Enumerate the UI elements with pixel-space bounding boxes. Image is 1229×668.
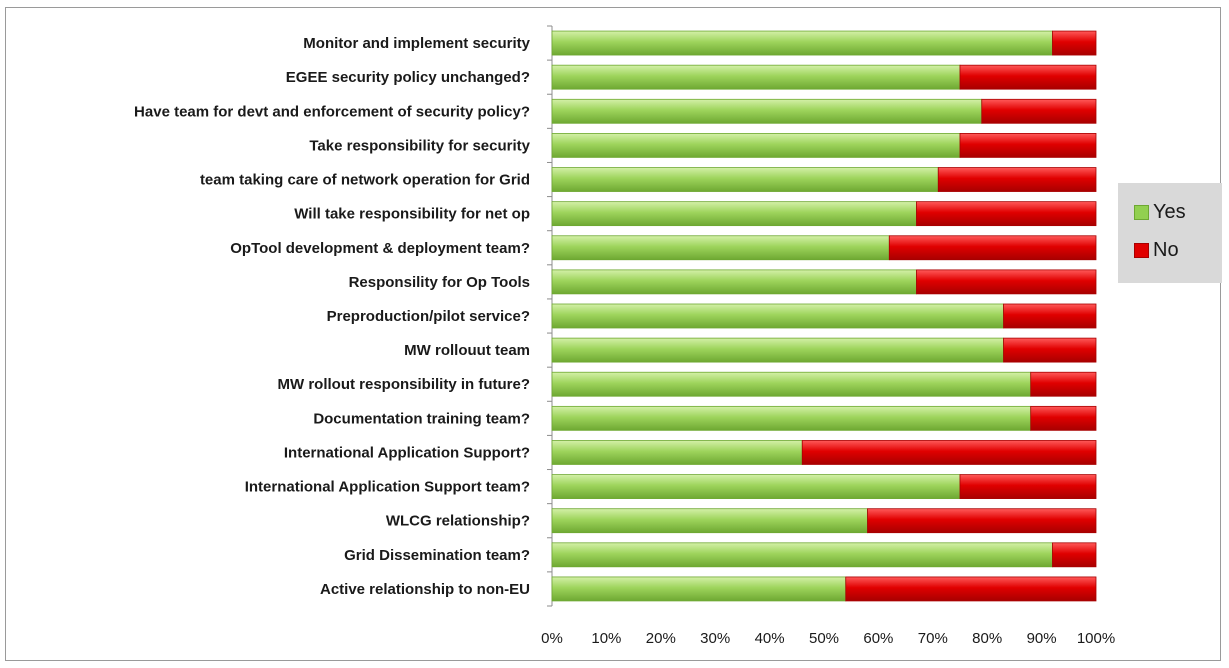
category-label: Responsility for Op Tools (349, 274, 530, 291)
category-label: WLCG relationship? (386, 513, 530, 530)
bar-no (1052, 30, 1097, 56)
legend-label-yes: Yes (1153, 200, 1186, 223)
category-label: Monitor and implement security (303, 35, 530, 52)
bar-no (1030, 405, 1097, 431)
x-tick-label: 100% (1077, 630, 1115, 647)
bar-no (916, 201, 1097, 227)
legend-item-no: No (1134, 231, 1222, 269)
x-tick-label: 50% (809, 630, 839, 647)
bar-yes (551, 508, 868, 534)
bar-yes (551, 201, 917, 227)
chart-legend: Yes No (1118, 183, 1222, 283)
bar-no (867, 508, 1097, 534)
bar-no (981, 98, 1097, 124)
bar-yes (551, 30, 1053, 56)
category-label: EGEE security policy unchanged? (286, 69, 530, 86)
x-tick-label: 20% (646, 630, 676, 647)
x-tick-label: 0% (541, 630, 563, 647)
bar-no (1003, 337, 1097, 363)
bar-yes (551, 474, 961, 499)
bar-no (1030, 371, 1097, 397)
bar-yes (551, 405, 1032, 431)
x-tick-label: 10% (591, 630, 621, 647)
bar-no (959, 133, 1097, 158)
legend-item-yes: Yes (1134, 193, 1222, 231)
category-label: OpTool development & deployment team? (230, 240, 530, 257)
x-tick-label: 70% (918, 630, 948, 647)
category-label: International Application Support team? (245, 479, 530, 496)
bar-no (845, 576, 1097, 602)
bar-no (959, 474, 1097, 499)
bar-yes (551, 133, 961, 158)
category-label: International Application Support? (284, 444, 530, 461)
legend-swatch-no (1134, 242, 1149, 258)
category-label: team taking care of network operation fo… (200, 172, 530, 189)
category-label: Will take responsibility for net op (294, 206, 530, 223)
bar-yes (551, 337, 1004, 363)
category-label: Active relationship to non-EU (320, 581, 530, 598)
bar-yes (551, 64, 961, 90)
bar-no (959, 64, 1097, 90)
bar-no (888, 235, 1097, 261)
legend-label-no: No (1153, 238, 1179, 261)
category-label: Take responsibility for security (309, 137, 530, 154)
x-tick-label: 30% (700, 630, 730, 647)
category-label: Documentation training team? (313, 410, 530, 427)
bar-yes (551, 98, 983, 124)
bar-yes (551, 235, 890, 261)
category-label: Grid Dissemination team? (344, 547, 530, 564)
x-tick-label: 80% (972, 630, 1002, 647)
bar-yes (551, 542, 1053, 568)
bar-no (1003, 303, 1097, 329)
bar-yes (551, 303, 1004, 329)
bar-yes (551, 371, 1032, 397)
legend-swatch-yes (1134, 204, 1149, 220)
category-label: Have team for devt and enforcement of se… (134, 103, 530, 120)
bar-no (1052, 542, 1097, 568)
bar-yes (551, 167, 939, 192)
x-tick-label: 60% (863, 630, 893, 647)
bar-no (916, 269, 1097, 295)
category-label: MW rollout responsibility in future? (278, 376, 531, 393)
x-tick-label: 90% (1027, 630, 1057, 647)
bar-no (937, 167, 1097, 192)
bar-yes (551, 269, 917, 295)
bar-yes (551, 576, 847, 602)
category-label: Preproduction/pilot service? (327, 308, 530, 325)
category-label: MW rollouut team (404, 342, 530, 359)
bar-no (801, 440, 1097, 465)
x-tick-label: 40% (755, 630, 785, 647)
bar-yes (551, 440, 803, 465)
